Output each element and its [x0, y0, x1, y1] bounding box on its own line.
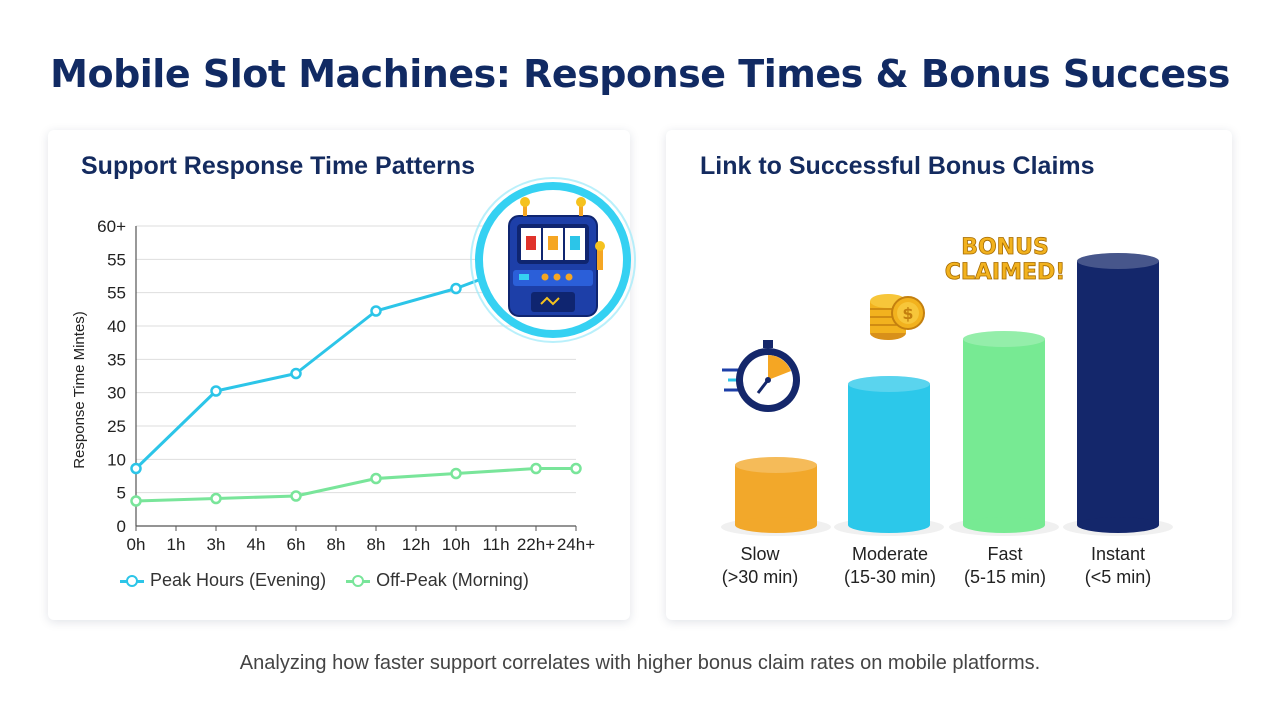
bar-top: [963, 331, 1045, 347]
axes: [135, 226, 577, 531]
bar-chart: $ BONUS CLAIMED!: [721, 235, 1173, 536]
page-title: Mobile Slot Machines: Response Times & B…: [50, 52, 1230, 96]
x-tick-label: 22h+: [517, 535, 555, 554]
bar-top-highlight: [1077, 253, 1159, 269]
line-chart-title: Support Response Time Patterns: [81, 152, 476, 180]
bar-slow: [735, 465, 817, 525]
y-axis-label: Response Time Mintes): [71, 311, 88, 469]
category-fast-name: Fast: [987, 544, 1023, 564]
off-peak-point: [290, 490, 302, 502]
y-tick-label: 55: [107, 284, 126, 303]
legend-item-offpeak: Off-Peak (Morning): [346, 570, 529, 591]
peak-hours-line: [134, 257, 537, 470]
peak-hours-point: [130, 462, 142, 475]
category-slow-name: Slow: [740, 544, 780, 564]
bar-fast: [963, 339, 1045, 525]
category-slow: Slow (>30 min): [700, 543, 820, 589]
x-tick-label: 6h: [287, 535, 306, 554]
category-instant: Instant (<5 min): [1058, 543, 1178, 589]
series: [130, 252, 582, 507]
slot-machine-icon: [470, 177, 636, 343]
bar-top: [1077, 253, 1159, 269]
x-tick-label: 4h: [247, 535, 266, 554]
y-tick-label: 35: [107, 350, 126, 369]
bar-top-highlight: [848, 376, 930, 392]
category-instant-range: (<5 min): [1084, 567, 1152, 587]
peak-hours-point: [290, 367, 302, 380]
bar-base: [1077, 517, 1159, 533]
category-moderate-name: Moderate: [851, 544, 929, 564]
x-tick-label: 1h: [167, 535, 186, 554]
legend-offpeak-label: Off-Peak (Morning): [376, 570, 529, 590]
off-peak-point: [210, 492, 222, 505]
off-peak-point: [130, 495, 142, 507]
x-tick-label: 24h+: [557, 535, 595, 554]
y-tick-label: 55: [107, 250, 126, 269]
off-peak-line: [135, 467, 576, 503]
off-peak-point: [370, 472, 382, 485]
bar-base: [848, 517, 930, 533]
category-fast-range: (5-15 min): [963, 567, 1047, 587]
category-fast: Fast (5-15 min): [945, 543, 1065, 589]
peak-hours-point: [450, 282, 462, 295]
bar-base: [735, 517, 817, 533]
bar-top: [735, 457, 817, 473]
bar-chart-title: Link to Successful Bonus Claims: [700, 152, 1095, 180]
off-peak-point: [530, 462, 542, 475]
bar-top-highlight: [963, 331, 1045, 347]
line-chart: 0 5 10 25 30 35 40 55 55 60+ 0h 1h 3h 4h 6h 8h 8h 12h 10h 1…: [71, 177, 636, 554]
y-tick-label: 40: [107, 317, 126, 336]
x-tick-label: 0h: [127, 535, 146, 554]
legend-peak-marker: [120, 574, 144, 587]
peak-hours-point: [210, 385, 222, 397]
line-legend: Peak Hours (Evening) Off-Peak (Morning): [120, 570, 529, 591]
svg-text:$: $: [902, 304, 913, 323]
bonus-claimed-badge: BONUS CLAIMED!: [944, 235, 1066, 286]
x-tick-label: 10h: [442, 535, 470, 554]
y-tick-label: 30: [107, 384, 126, 403]
category-moderate: Moderate (15-30 min): [830, 543, 950, 589]
y-tick-label: 0: [117, 517, 126, 536]
peak-hours-point: [370, 305, 382, 317]
response-time-card: Support Response Time Patterns 0 5 10 25 30 3…: [48, 130, 636, 620]
tick-labels: 0 5 10 25 30 35 40 55 55 60+ 0h 1h 3h 4h 6h 8h 8h 12h 10h 1…: [97, 217, 595, 554]
x-tick-label: 3h: [207, 535, 226, 554]
category-slow-range: (>30 min): [721, 567, 799, 587]
y-tick-label: 60+: [97, 217, 126, 236]
page-subtitle: Analyzing how faster support correlates …: [239, 652, 1041, 674]
x-tick-label: 11h: [482, 535, 509, 554]
bar-moderate: [848, 384, 930, 525]
legend-offpeak-marker: [346, 574, 371, 587]
category-instant-name: Instant: [1090, 544, 1146, 564]
bars: [735, 253, 1159, 533]
bonus-claims-card: Link to Successful Bonus Claims $: [666, 130, 1232, 620]
bar-base: [963, 517, 1045, 533]
coins-icon: $: [870, 294, 925, 340]
bar-top-highlight: [735, 457, 817, 473]
x-tick-label: 12h: [402, 535, 430, 554]
bonus-badge-line1: BONUS: [961, 235, 1049, 260]
y-tick-label: 5: [117, 484, 126, 503]
legend-peak-label: Peak Hours (Evening): [150, 570, 327, 590]
y-tick-label: 25: [107, 417, 126, 436]
bar-instant: [1077, 261, 1159, 525]
bonus-badge-line2: CLAIMED!: [945, 260, 1066, 285]
off-peak-point: [570, 462, 582, 475]
x-tick-label: 8h: [327, 535, 346, 554]
x-tick-label: 8h: [367, 535, 386, 554]
bar-top: [848, 376, 930, 392]
legend-item-peak: Peak Hours (Evening): [120, 570, 326, 591]
off-peak-point: [450, 467, 462, 480]
stopwatch-icon: [722, 340, 800, 412]
y-tick-label: 10: [107, 450, 126, 469]
category-moderate-range: (15-30 min): [843, 567, 937, 587]
